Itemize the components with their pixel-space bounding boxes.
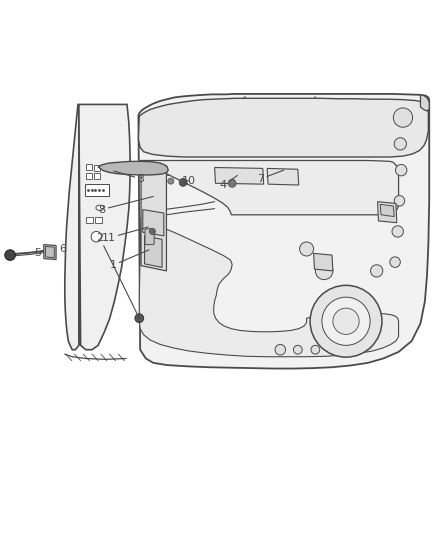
Polygon shape: [140, 160, 399, 215]
Circle shape: [393, 108, 413, 127]
Polygon shape: [98, 161, 168, 175]
Polygon shape: [141, 161, 166, 271]
Circle shape: [149, 229, 155, 235]
Circle shape: [275, 344, 286, 355]
Circle shape: [293, 345, 302, 354]
Bar: [86, 173, 92, 179]
Circle shape: [333, 308, 359, 334]
Polygon shape: [46, 246, 54, 258]
Circle shape: [322, 297, 370, 345]
Polygon shape: [65, 104, 130, 350]
Bar: [94, 165, 100, 171]
Circle shape: [135, 314, 144, 322]
Polygon shape: [420, 95, 429, 111]
FancyBboxPatch shape: [145, 229, 154, 245]
Circle shape: [300, 242, 314, 256]
Circle shape: [315, 262, 333, 280]
Circle shape: [390, 257, 400, 268]
Circle shape: [311, 345, 320, 354]
Polygon shape: [138, 98, 428, 157]
Bar: [95, 216, 102, 223]
Text: 8: 8: [99, 197, 153, 215]
Circle shape: [228, 179, 236, 187]
Bar: [86, 165, 92, 170]
Circle shape: [5, 250, 15, 260]
Polygon shape: [138, 94, 429, 368]
Bar: [94, 173, 100, 179]
Polygon shape: [314, 253, 333, 271]
Polygon shape: [378, 201, 397, 223]
Text: 7: 7: [257, 170, 284, 184]
Polygon shape: [44, 245, 56, 260]
Circle shape: [392, 226, 403, 237]
Circle shape: [371, 265, 383, 277]
Text: 1: 1: [110, 250, 149, 270]
Circle shape: [394, 196, 405, 206]
Polygon shape: [145, 236, 162, 268]
Text: 5: 5: [35, 248, 42, 259]
Polygon shape: [215, 167, 264, 184]
Circle shape: [179, 179, 187, 187]
Circle shape: [91, 231, 102, 242]
Text: 10: 10: [181, 176, 195, 186]
Circle shape: [168, 178, 174, 184]
Circle shape: [310, 285, 382, 357]
Bar: [86, 216, 93, 223]
Polygon shape: [380, 204, 394, 216]
Polygon shape: [267, 168, 299, 185]
Text: 6: 6: [59, 244, 66, 254]
Bar: [85, 184, 109, 197]
Circle shape: [396, 165, 407, 176]
Text: 2: 2: [96, 233, 139, 318]
Text: 11: 11: [102, 227, 148, 243]
Text: 4: 4: [220, 175, 237, 190]
Polygon shape: [143, 209, 164, 236]
Circle shape: [394, 138, 406, 150]
Polygon shape: [139, 217, 399, 357]
Text: 3: 3: [114, 171, 145, 184]
Ellipse shape: [96, 205, 104, 211]
